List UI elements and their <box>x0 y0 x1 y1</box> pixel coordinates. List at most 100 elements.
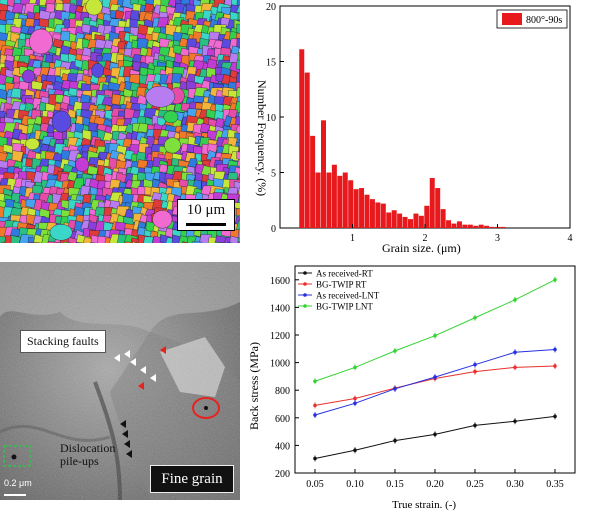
data-point <box>353 396 357 401</box>
grain <box>31 80 44 91</box>
legend-marker <box>303 304 307 308</box>
histogram-bar <box>380 203 386 228</box>
histogram-ticks: 1 2 3 4 0 5 10 15 20 <box>266 2 573 244</box>
y-tick-label: 1400 <box>270 303 290 314</box>
x-tick-label: 0.10 <box>346 479 364 490</box>
x-tick-label: 0.20 <box>426 479 444 490</box>
x-tick-label: 0.35 <box>546 479 564 490</box>
grain <box>227 241 233 243</box>
data-point <box>353 401 357 406</box>
data-point <box>353 448 357 453</box>
large-grain <box>49 224 73 241</box>
series-line <box>314 365 556 406</box>
grain <box>236 159 240 168</box>
grain <box>235 220 240 232</box>
back-stress-chart: 0.05 0.10 0.15 0.20 0.25 0.30 0.35 200 400 600 800… <box>247 265 576 511</box>
grain <box>33 242 42 243</box>
legend-marker <box>303 293 307 297</box>
histogram-bar <box>348 180 354 228</box>
histogram-bar <box>304 72 310 228</box>
histogram-xlabel: Grain size. (μm) <box>382 241 461 255</box>
data-point <box>473 423 477 428</box>
legend-swatch <box>502 13 522 25</box>
dislocation-arrows <box>120 420 132 458</box>
y-tick-label: 200 <box>275 469 290 480</box>
tem-panel: Stacking faults Dislocation pile-ups Fin… <box>0 262 240 500</box>
ebsd-grain-map <box>0 0 240 243</box>
histogram-bar <box>391 210 397 228</box>
red-marker-2 <box>138 382 144 390</box>
back-stress-panel: 0.05 0.10 0.15 0.20 0.25 0.30 0.35 200 400 600 800… <box>240 262 600 513</box>
fine-grain-label: Fine grain <box>150 465 234 493</box>
grain <box>191 241 203 243</box>
histogram-bar <box>413 213 419 228</box>
histogram-bar <box>342 172 348 228</box>
histogram-bar <box>369 199 375 228</box>
y-tick-label: 400 <box>275 441 290 452</box>
histogram-bar <box>402 216 408 228</box>
histogram-bar <box>299 49 305 228</box>
histogram-bar <box>418 215 424 228</box>
y-tick-label: 1000 <box>270 359 290 370</box>
grain <box>235 59 240 70</box>
grain <box>237 241 240 243</box>
ebsd-scale-label: 10 μm <box>186 202 226 218</box>
large-grain <box>51 110 72 133</box>
grain <box>10 235 21 243</box>
back-stress-series <box>313 276 557 462</box>
grain-size-histogram: 1 2 3 4 0 5 10 15 20 800°-90s Grain size. (μm) N… <box>255 2 573 255</box>
grain <box>214 241 224 243</box>
histogram-bar <box>478 224 484 228</box>
tem-scale-bar <box>4 494 26 496</box>
grain <box>1 242 6 243</box>
ebsd-scale-box: 10 μm <box>177 199 235 231</box>
y-tick-label: 600 <box>275 414 290 425</box>
y-tick-label: 10 <box>266 113 276 124</box>
histogram-bar <box>331 164 337 228</box>
grain <box>114 9 125 20</box>
histogram-bar <box>321 120 326 228</box>
y-tick-label: 1600 <box>270 276 290 287</box>
y-tick-label: 800 <box>275 386 290 397</box>
histogram-bar <box>456 221 462 228</box>
histogram-bar <box>353 189 359 228</box>
data-point <box>553 364 557 368</box>
series-line <box>314 348 556 416</box>
data-point <box>513 419 517 424</box>
histogram-panel: 1 2 3 4 0 5 10 15 20 800°-90s Grain size. (μm) N… <box>240 0 600 260</box>
x-tick-label: 4 <box>568 233 573 244</box>
grain <box>63 241 73 243</box>
large-grain <box>85 0 103 16</box>
data-point <box>313 403 317 408</box>
data-point <box>393 349 397 353</box>
y-tick-label: 1200 <box>270 331 290 342</box>
y-tick-label: 0 <box>271 224 276 235</box>
red-marker-1 <box>160 346 166 354</box>
histogram-bar <box>315 172 321 228</box>
y-tick-label: 20 <box>266 2 276 13</box>
red-circle-marker <box>192 397 220 419</box>
grain <box>47 241 62 243</box>
histogram-bar <box>337 175 343 228</box>
histogram-bar <box>386 212 392 228</box>
histogram-legend: 800°-90s <box>496 9 568 29</box>
histogram-bar <box>451 223 457 228</box>
green-box-marker <box>3 445 31 467</box>
grain <box>33 233 44 243</box>
grain <box>143 236 154 243</box>
data-point <box>353 365 357 370</box>
grain <box>222 242 226 243</box>
histogram-bar <box>364 194 370 228</box>
data-point <box>553 347 557 352</box>
grain <box>237 237 240 243</box>
histogram-bar <box>489 226 495 228</box>
data-point <box>393 438 397 443</box>
data-point <box>313 456 317 461</box>
data-point <box>433 333 437 338</box>
large-grain <box>25 137 40 150</box>
x-tick-label: 0.15 <box>386 479 404 490</box>
y-tick-label: 15 <box>266 58 276 69</box>
y-tick-label: 5 <box>271 169 276 180</box>
large-grain <box>164 137 181 154</box>
legend-marker <box>303 282 307 286</box>
